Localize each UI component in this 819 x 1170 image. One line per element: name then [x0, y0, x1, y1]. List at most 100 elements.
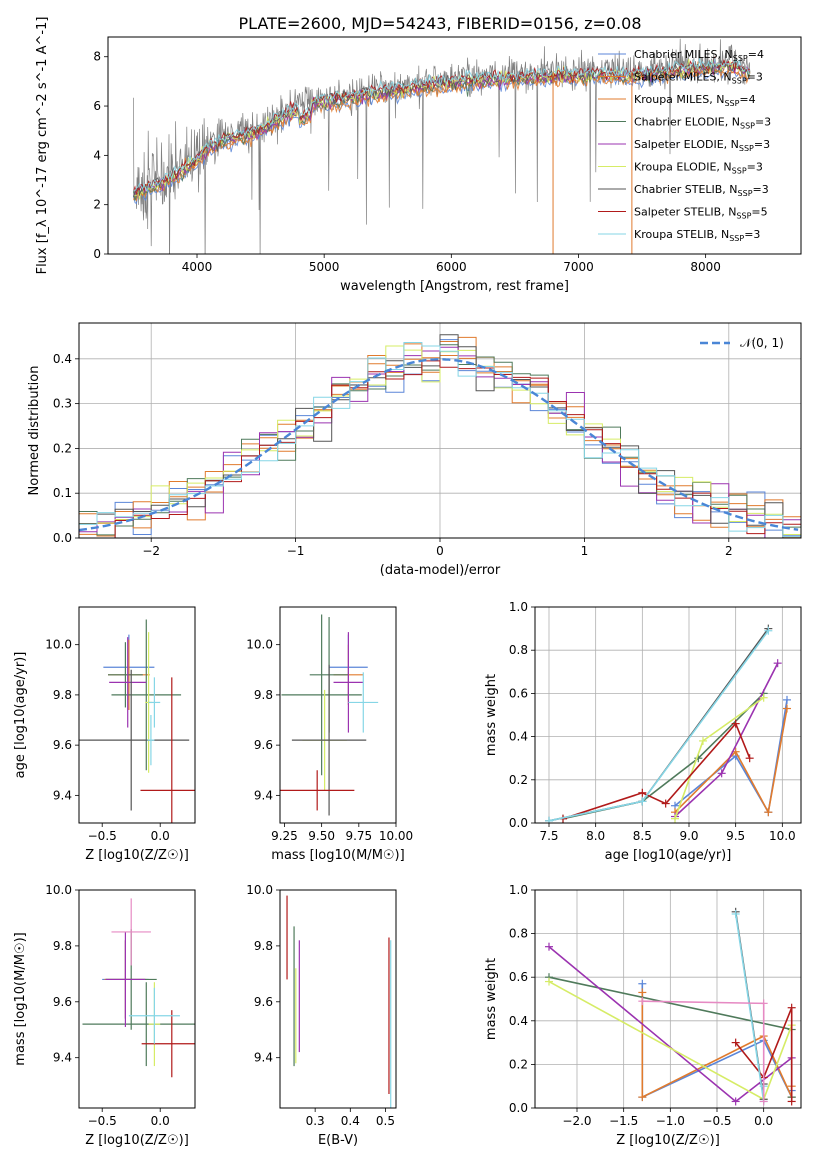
axes-frame [279, 889, 397, 1109]
legend-label: Salpeter ELODIE, NSSP=3 [634, 138, 770, 153]
x-tick-label: −0.5 [702, 1114, 731, 1128]
y-tick-label: 9.6 [254, 995, 273, 1009]
y-tick-label: 0.2 [509, 773, 528, 787]
axes-spectrum: 4000 5000 6000 7000 8000 0 2 4 6 8 wavelength [Ang… [35, 17, 802, 294]
y-tick-label: 2 [93, 198, 101, 212]
model-spectrum-line [132, 59, 750, 198]
x-axis-label: Z [log10(Z/Z☉)] [85, 848, 189, 863]
x-axis-label: Z [log10(Z/Z☉)] [616, 1133, 720, 1148]
y-axis-label: Flux [f_λ 10^-17 erg cm^-2 s^-1 A^-1] [35, 17, 50, 275]
y-tick-label: 9.8 [53, 939, 72, 953]
x-tick-label: 7000 [563, 260, 594, 274]
y-tick-label: 0.2 [509, 1057, 528, 1071]
y-tick-label: 9.4 [254, 1051, 273, 1065]
legend-label: Chabrier ELODIE, NSSP=3 [634, 116, 771, 131]
y-tick-label: 0.8 [509, 643, 528, 657]
y-tick-label: 9.4 [254, 788, 273, 802]
y-tick-label: 4 [93, 148, 101, 162]
legend-label: Chabrier MILES, NSSP=4 [634, 48, 764, 63]
legend-label: Salpeter STELIB, NSSP=5 [634, 206, 768, 221]
y-tick-label: 0.0 [509, 816, 528, 830]
series-line [642, 1000, 765, 1102]
axes-massweight_vs_age: 7.5 8.0 8.5 9.0 9.5 10.0 0.0 0.2 0.4 0.6 0.8 1.0 age… [484, 600, 802, 863]
spectrum-legend: Chabrier MILES, NSSP=4 Salpeter MILES, NS… [598, 48, 771, 243]
x-tick-label: 0.5 [376, 1114, 395, 1128]
y-tick-label: 0.3 [53, 397, 72, 411]
y-tick-label: 0.4 [509, 730, 528, 744]
y-axis-label: Normed distribution [27, 366, 42, 496]
series-line [735, 1007, 793, 1102]
x-tick-label: 0.0 [754, 1114, 773, 1128]
axes-frame [78, 322, 802, 539]
model-spectrum-line [132, 56, 751, 195]
y-axis-label: mass weight [484, 674, 499, 756]
legend-label: Kroupa STELIB, NSSP=3 [634, 228, 760, 243]
spectrum-lines [132, 38, 751, 254]
y-tick-label: 10.0 [246, 883, 273, 897]
x-tick-label: 9.25 [271, 829, 298, 843]
axes-frame [279, 606, 397, 824]
y-tick-label: 0.1 [53, 486, 72, 500]
x-tick-label: 9.50 [308, 829, 335, 843]
histogram-line [79, 342, 801, 538]
x-tick-label: 4000 [182, 260, 213, 274]
legend-label: 𝒩(0, 1) [740, 336, 784, 350]
errorbars-age_vs_mass [280, 614, 379, 816]
errorbars-mass_vs_ebv [286, 895, 392, 1108]
axes-frame [107, 36, 802, 255]
axes-residuals: −2 −1 0 1 2 0.0 0.1 0.2 0.3 0.4 (data-model)/error… [27, 322, 802, 578]
y-axis-label: mass weight [484, 958, 499, 1040]
series-line [734, 913, 765, 1102]
y-tick-label: 0.8 [509, 927, 528, 941]
x-tick-label: −1 [287, 544, 305, 558]
legend-label: Salpeter MILES, NSSP=3 [634, 71, 763, 86]
y-tick-label: 9.8 [254, 688, 273, 702]
x-tick-label: 6000 [436, 260, 467, 274]
y-tick-label: 0.4 [53, 352, 72, 366]
x-axis-label: mass [log10(M/M☉)] [271, 848, 404, 863]
y-tick-label: 9.6 [53, 995, 72, 1009]
x-tick-label: 9.75 [345, 829, 372, 843]
x-tick-label: −0.5 [88, 1114, 117, 1128]
y-tick-label: 0.2 [53, 441, 72, 455]
y-tick-label: 9.8 [254, 939, 273, 953]
axes-massweight_vs_Z: −2.0 −1.5 −1.0 −0.5 0.0 0.0 0.2 0.4 0.6 0.8 1.0 Z [… [484, 883, 802, 1148]
y-tick-label: 0 [93, 247, 101, 261]
x-tick-label: −0.5 [88, 829, 117, 843]
x-tick-label: 8.5 [633, 829, 652, 843]
y-tick-label: 6 [93, 99, 101, 113]
axes-frame [534, 889, 802, 1109]
y-tick-label: 8 [93, 50, 101, 64]
x-tick-label: 0 [436, 544, 444, 558]
y-tick-label: 10.0 [45, 883, 72, 897]
axes-mass_vs_ebv: 0.3 0.4 0.5 9.4 9.6 9.8 10.0 E(B-V) [246, 883, 397, 1148]
x-tick-label: −2 [142, 544, 160, 558]
axes-frame [534, 606, 802, 824]
figure-title: PLATE=2600, MJD=54243, FIBERID=0156, z=0… [238, 14, 641, 33]
normal-pdf-line [79, 358, 799, 532]
axes-frame [78, 606, 196, 824]
x-tick-label: 1 [581, 544, 589, 558]
errorbars-age_vs_Z [79, 619, 195, 823]
x-tick-label: 8.0 [586, 829, 605, 843]
y-tick-label: 0.4 [509, 1014, 528, 1028]
axes-age_vs_Z: −0.5 0.0 9.4 9.6 9.8 10.0 Z [log10(Z/Z☉)] age [… [13, 606, 196, 863]
legend-label: Kroupa ELODIE, NSSP=3 [634, 161, 763, 176]
histograms [79, 334, 801, 538]
series-massweight_vs_Z [545, 907, 796, 1106]
legend-label: Kroupa MILES, NSSP=4 [634, 93, 756, 108]
x-axis-label: wavelength [Angstrom, rest frame] [340, 279, 569, 294]
x-tick-label: 9.5 [726, 829, 745, 843]
y-tick-label: 1.0 [509, 600, 528, 614]
y-tick-label: 10.0 [45, 638, 72, 652]
series-massweight_vs_age [545, 624, 791, 823]
x-axis-label: E(B-V) [318, 1133, 358, 1148]
x-axis-label: Z [log10(Z/Z☉)] [85, 1133, 189, 1148]
legend-label: Chabrier STELIB, NSSP=3 [634, 183, 769, 198]
errorbars-mass_vs_Z [82, 898, 195, 1078]
residuals-legend: 𝒩(0, 1) [700, 336, 784, 350]
y-tick-label: 0.6 [509, 686, 528, 700]
y-tick-label: 9.6 [254, 738, 273, 752]
x-tick-label: −2.0 [562, 1114, 591, 1128]
x-tick-label: 8000 [690, 260, 721, 274]
